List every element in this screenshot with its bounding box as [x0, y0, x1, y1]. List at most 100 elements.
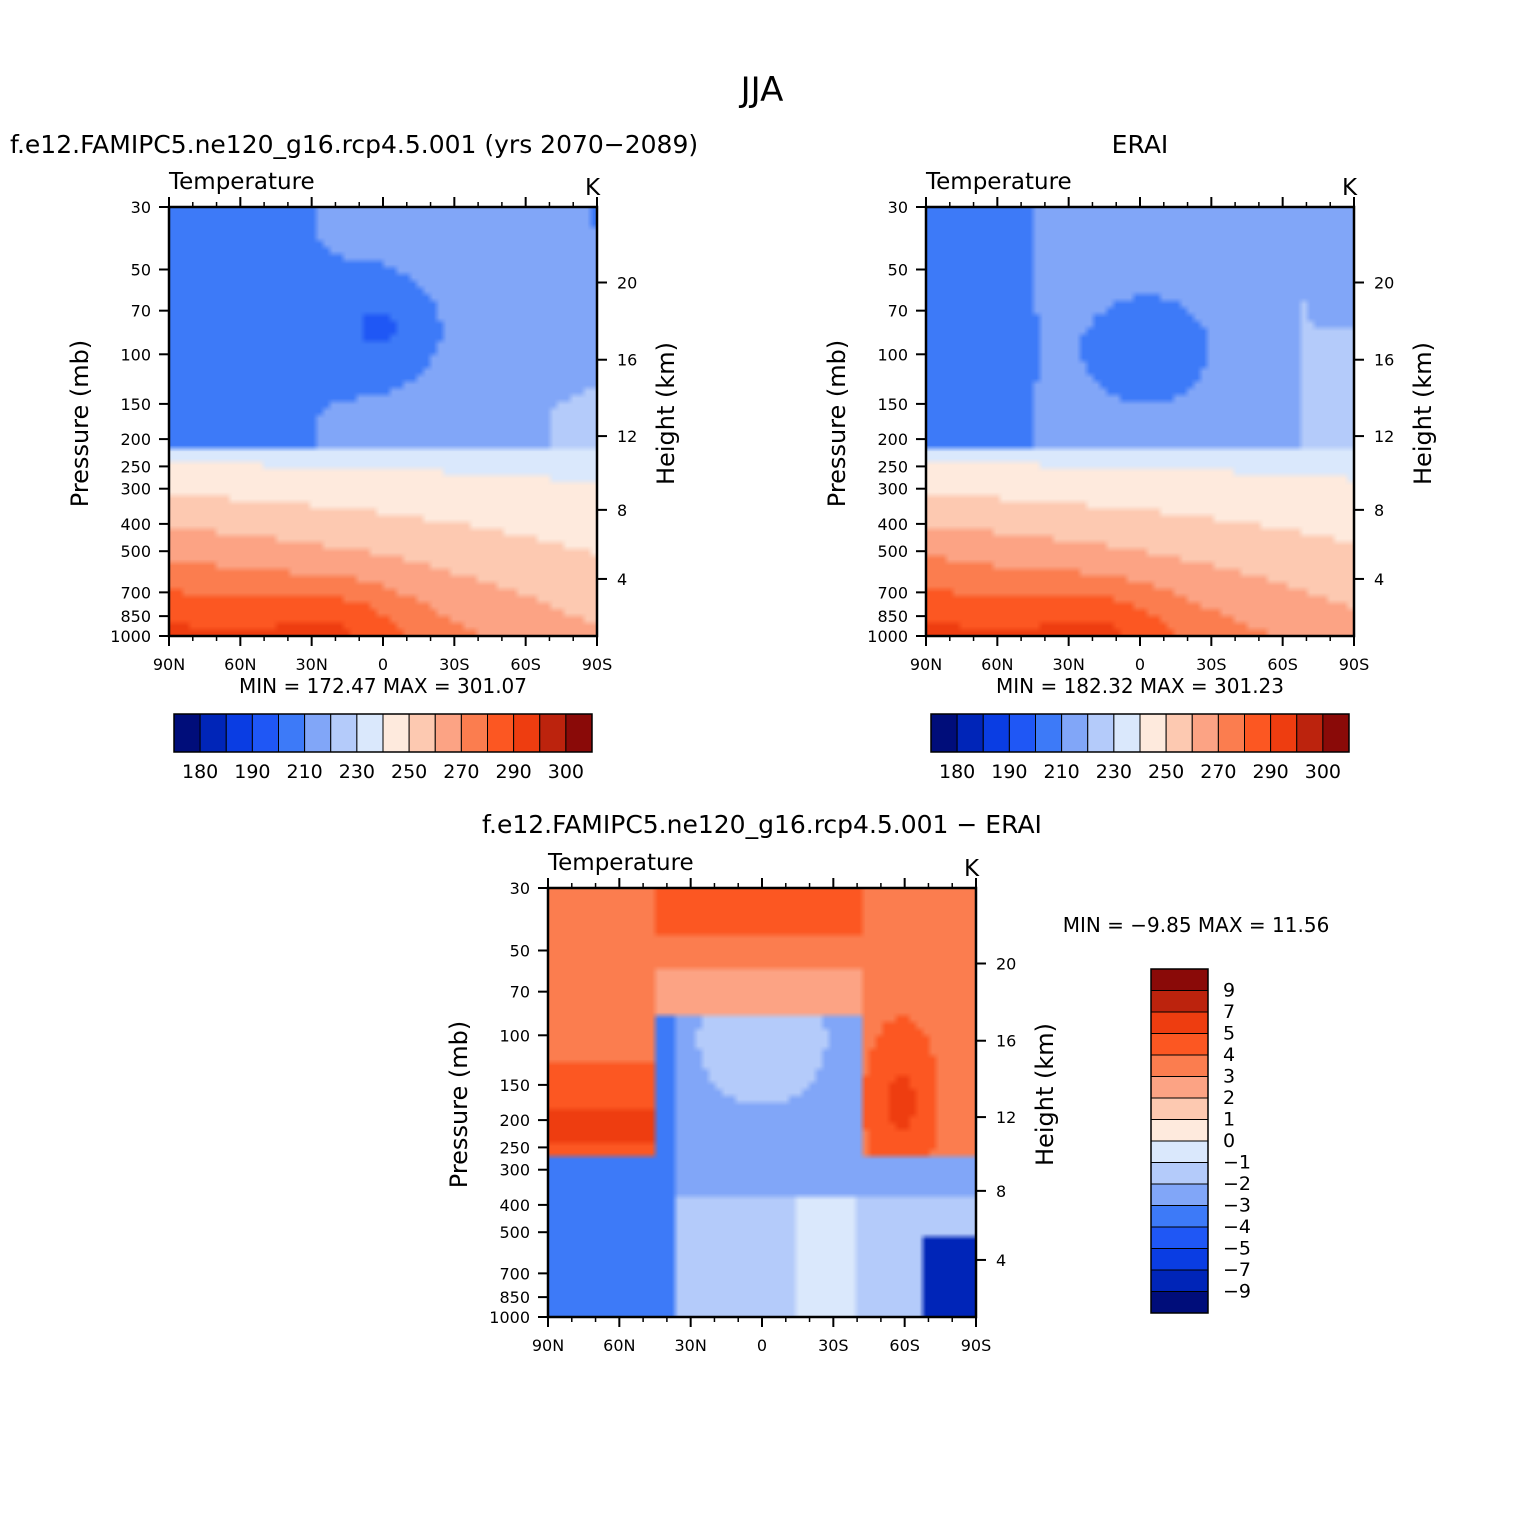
colorbar-label: 290 [1252, 761, 1288, 783]
colorbar-label: 5 [1223, 1023, 1235, 1045]
y-tick-label: 850 [120, 607, 151, 626]
y-axis-title: Pressure (mb) [823, 340, 851, 507]
x-tick-label: 60N [224, 655, 256, 674]
y-tick-label: 700 [499, 1264, 530, 1283]
y-tick-label: 400 [120, 515, 151, 534]
y-tick-label: 70 [510, 983, 530, 1002]
colorbar-obs: 180 190 210 230 250 270 290 300 [930, 713, 1350, 783]
colorbar-swatch [1150, 1097, 1209, 1120]
colorbar-label: −4 [1223, 1216, 1251, 1238]
y-tick-label: 150 [499, 1076, 530, 1095]
colorbar-swatch [1150, 1205, 1209, 1228]
colorbar-label: 210 [1043, 761, 1079, 783]
y-tick-label: 250 [499, 1138, 530, 1157]
x-tick-label: 30N [296, 655, 328, 674]
panel-diff-title: f.e12.FAMIPC5.ne120_g16.rcp4.5.001 − ERA… [482, 810, 1042, 839]
colorbar-label: 230 [339, 761, 375, 783]
colorbar-swatch [1150, 1054, 1209, 1077]
colorbar-label: 1 [1223, 1109, 1235, 1131]
colorbar-label: −9 [1223, 1281, 1251, 1303]
colorbar-swatch [1322, 713, 1350, 753]
panel-model-shading [169, 207, 597, 636]
colorbar-swatch [1150, 1140, 1209, 1163]
x-tick-label: 0 [1135, 655, 1145, 674]
units-label: K [585, 175, 601, 201]
variable-label: Temperature [168, 169, 315, 195]
colorbar-frame [173, 713, 593, 753]
panel-obs-title: ERAI [1112, 130, 1169, 159]
height-tick-label: 4 [617, 570, 627, 589]
x-tick-label: 90N [153, 655, 185, 674]
colorbar-label: 300 [548, 761, 584, 783]
y-tick-label: 200 [877, 430, 908, 449]
x-tick-label: 90N [910, 655, 942, 674]
y-tick-label: 850 [499, 1288, 530, 1307]
colorbar-swatch [1087, 713, 1115, 753]
y-tick-label: 70 [131, 302, 151, 321]
colorbar-label: 290 [495, 761, 531, 783]
y-tick-label: 30 [888, 198, 908, 217]
colorbar-swatch [382, 713, 410, 753]
colorbar-swatch [513, 713, 541, 753]
y-axis-title: Pressure (mb) [66, 340, 94, 507]
height-tick-label: 8 [996, 1182, 1006, 1201]
colorbar-model: 180 190 210 230 250 270 290 300 [173, 713, 593, 783]
x-tick-label: 90S [1339, 655, 1370, 674]
y-tick-label: 250 [877, 457, 908, 476]
height-tick-label: 16 [1374, 351, 1394, 370]
variable-label: Temperature [925, 169, 1072, 195]
colorbar-swatch [1270, 713, 1298, 753]
y-tick-label: 500 [877, 542, 908, 561]
figure-title: JJA [739, 70, 784, 110]
right-axis-title: Height (km) [652, 342, 680, 485]
y-tick-label: 400 [499, 1196, 530, 1215]
colorbar-swatch [1150, 1269, 1209, 1292]
right-axis-title: Height (km) [1409, 342, 1437, 485]
y-tick-label: 700 [120, 583, 151, 602]
x-tick-label: 60N [603, 1336, 635, 1355]
colorbar-swatch [460, 713, 488, 753]
y-tick-label: 300 [120, 480, 151, 499]
height-tick-label: 20 [996, 955, 1016, 974]
colorbar-swatch [330, 713, 358, 753]
colorbar-swatch [1150, 1011, 1209, 1034]
y-tick-label: 100 [499, 1026, 530, 1045]
colorbar-swatch [565, 713, 593, 753]
colorbar-swatch [1150, 968, 1209, 991]
colorbar-swatch [1150, 1183, 1209, 1206]
y-tick-label: 30 [131, 198, 151, 217]
colorbar-label: 9 [1223, 980, 1235, 1002]
y-tick-label: 50 [131, 260, 151, 279]
colorbar-label: 180 [182, 761, 218, 783]
y-tick-label: 500 [499, 1223, 530, 1242]
y-tick-label: 200 [120, 430, 151, 449]
x-tick-label: 0 [378, 655, 388, 674]
colorbar-swatch [1165, 713, 1193, 753]
y-tick-label: 100 [120, 345, 151, 364]
x-tick-label: 30N [1053, 655, 1085, 674]
colorbar-swatch [199, 713, 227, 753]
y-tick-label: 850 [877, 607, 908, 626]
height-tick-label: 12 [996, 1108, 1016, 1127]
colorbar-swatch [173, 713, 201, 753]
colorbar-label: 3 [1223, 1066, 1235, 1088]
height-tick-label: 20 [1374, 274, 1394, 293]
colorbar-label: −5 [1223, 1238, 1251, 1260]
colorbar-label: −1 [1223, 1152, 1251, 1174]
height-tick-label: 4 [996, 1251, 1006, 1270]
x-tick-label: 30S [1196, 655, 1227, 674]
x-tick-label: 60S [510, 655, 541, 674]
x-tick-label: 30N [675, 1336, 707, 1355]
x-tick-label: 0 [757, 1336, 767, 1355]
min-max-label: MIN = −9.85 MAX = 11.56 [1063, 913, 1330, 937]
y-tick-label: 300 [877, 480, 908, 499]
colorbar-swatch [1150, 1076, 1209, 1099]
y-tick-label: 1000 [489, 1308, 530, 1327]
colorbar-swatch [1191, 713, 1219, 753]
colorbar-label: 270 [443, 761, 479, 783]
y-tick-label: 100 [877, 345, 908, 364]
colorbar-label: 230 [1096, 761, 1132, 783]
height-tick-label: 4 [1374, 570, 1384, 589]
